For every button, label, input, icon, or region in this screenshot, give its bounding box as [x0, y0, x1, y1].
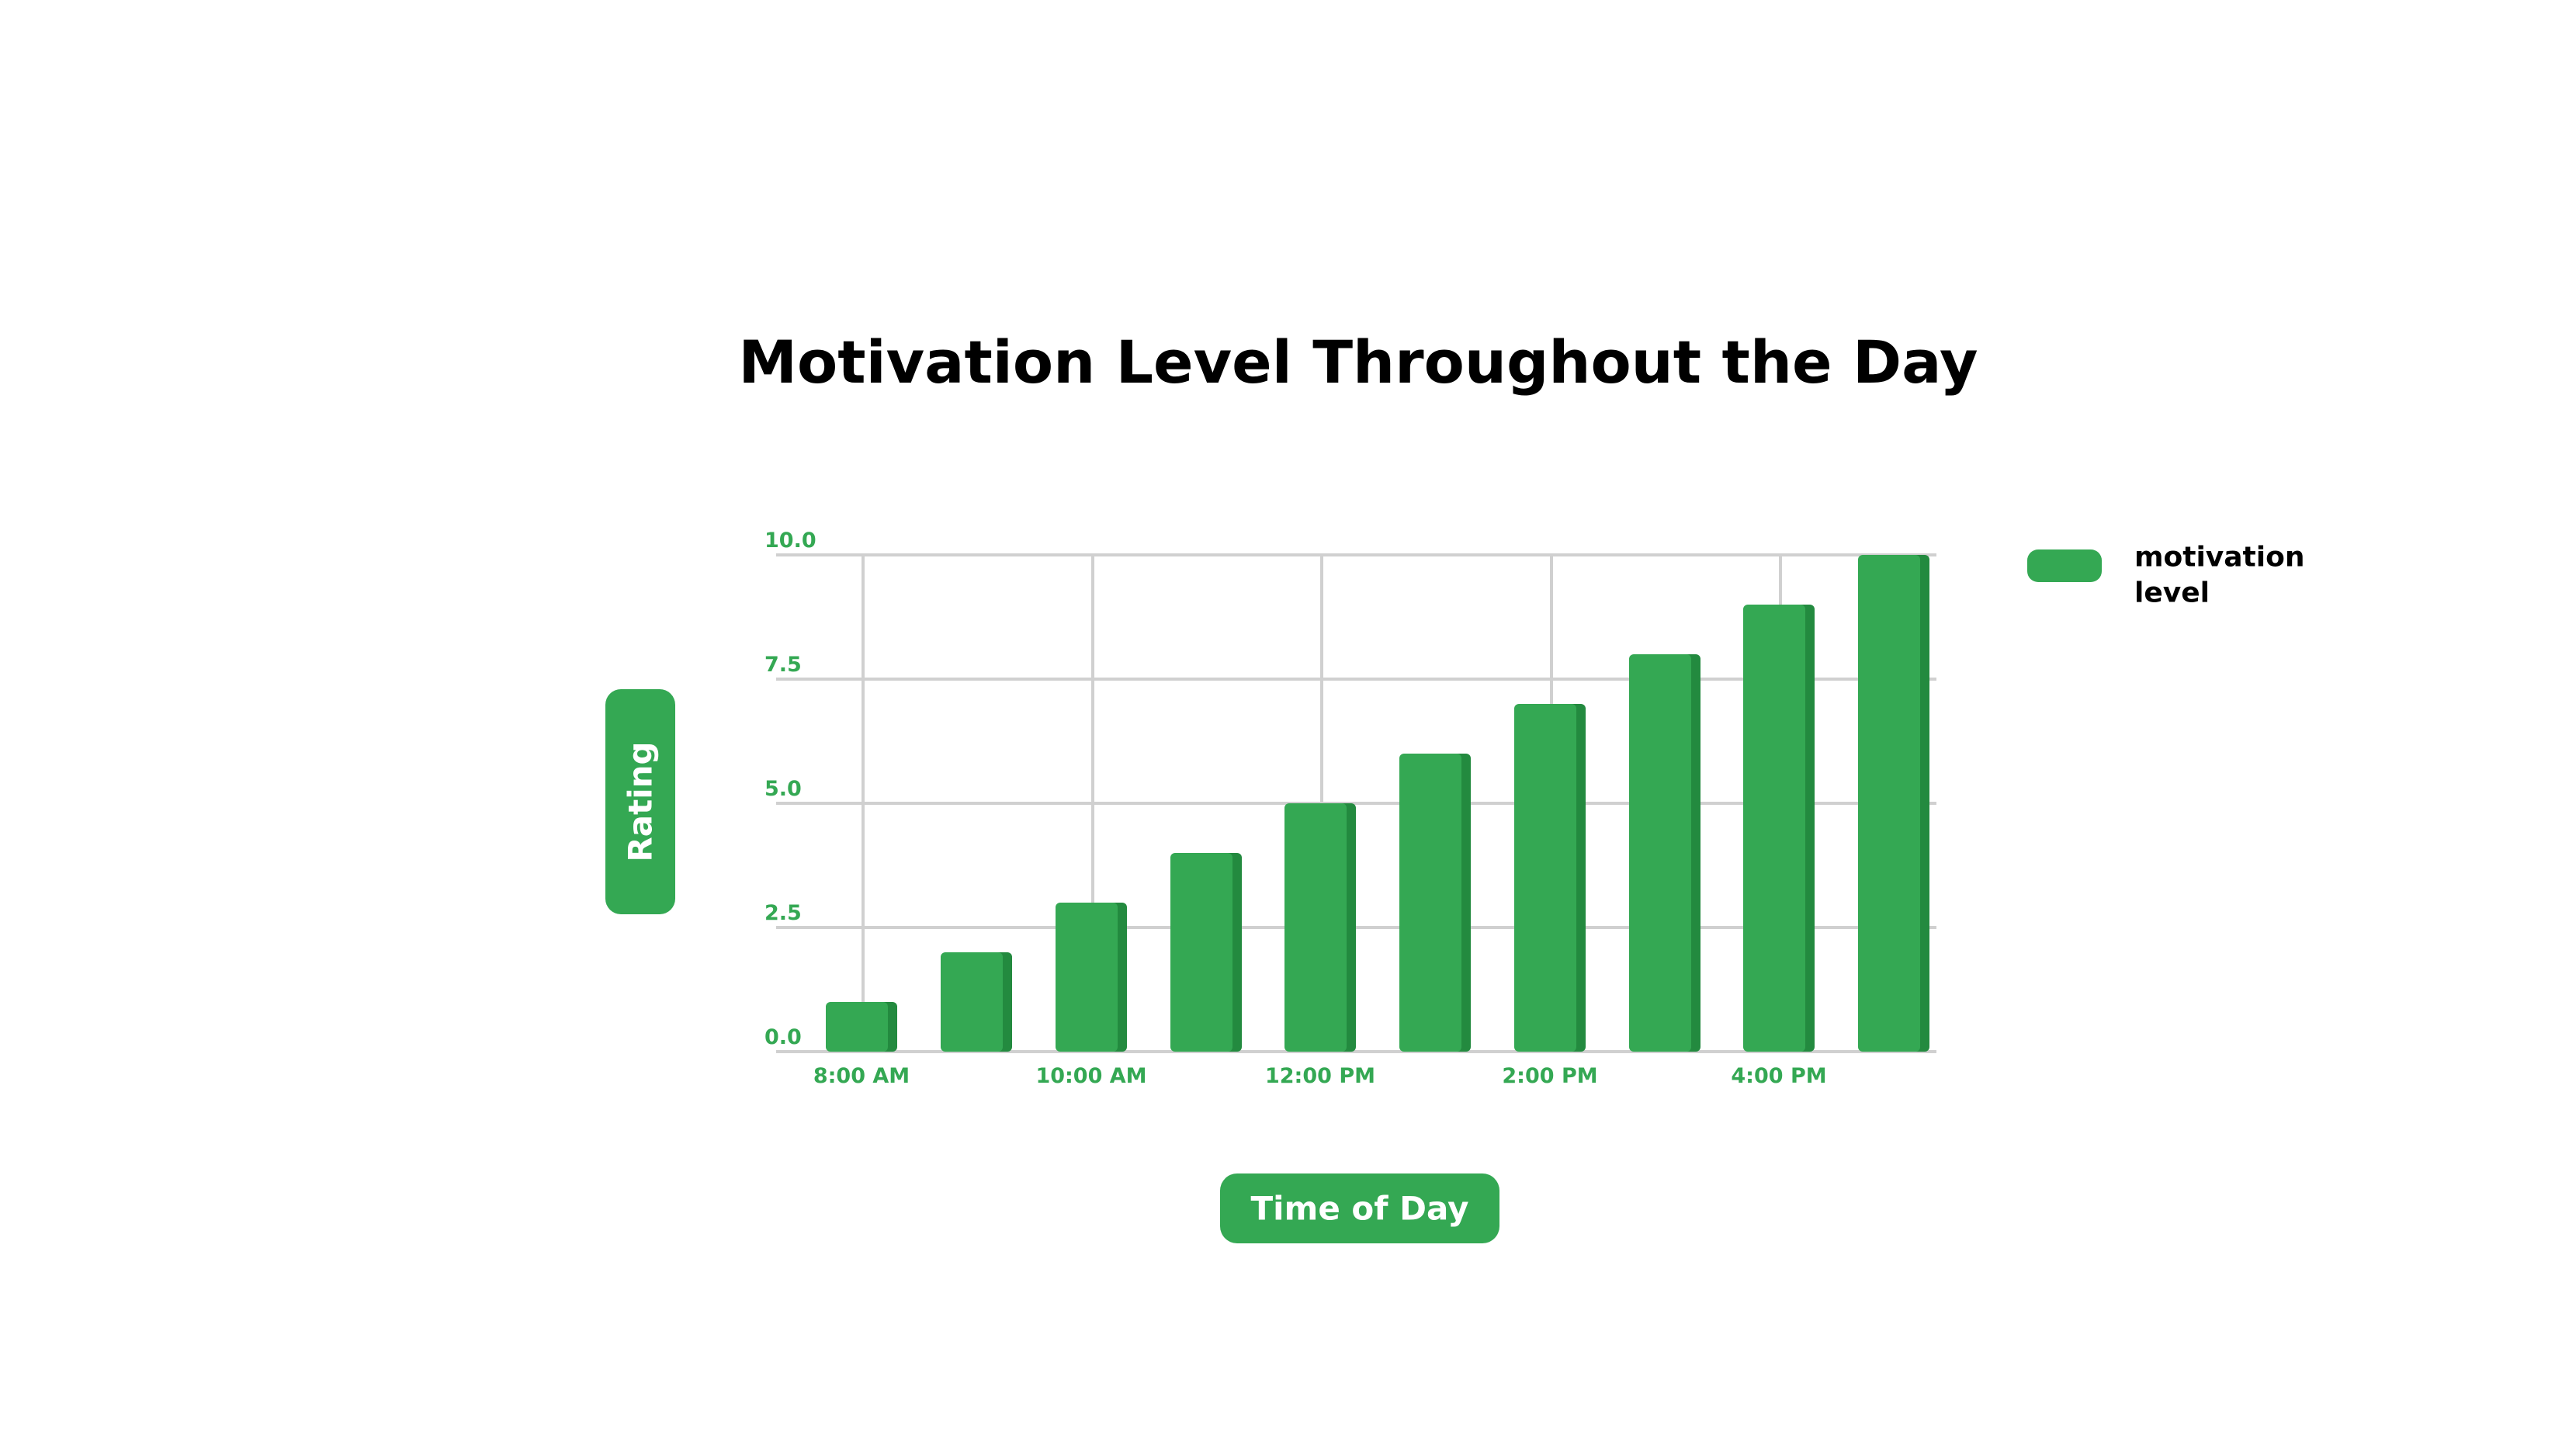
bar-face [1629, 654, 1691, 1052]
bar [1399, 754, 1471, 1052]
y-tick-label: 0.0 [764, 1025, 802, 1049]
legend-swatch [2027, 549, 2102, 582]
bar-face [1170, 853, 1232, 1052]
bar-face [1858, 555, 1920, 1052]
bar-face [941, 952, 1003, 1052]
x-axis-label-pill: Time of Day [1220, 1173, 1499, 1243]
y-axis-label-pill: Rating [605, 689, 675, 914]
bar [826, 1002, 897, 1052]
y-tick-labels: 0.0 2.5 5.0 7.5 10.0 [764, 529, 816, 1049]
x-tick-labels: 8:00 AM 10:00 AM 12:00 PM 2:00 PM 4:00 PM [813, 1064, 1827, 1088]
bar [1056, 903, 1127, 1052]
bar-face [1399, 754, 1461, 1052]
legend: motivation level [2027, 542, 2304, 609]
bar [941, 952, 1012, 1052]
bar [1743, 605, 1815, 1052]
bar [1629, 654, 1700, 1052]
x-tick-label: 4:00 PM [1731, 1064, 1826, 1088]
bar-face [1743, 605, 1805, 1052]
y-tick-label: 2.5 [764, 901, 802, 925]
legend-label-line-1: motivation [2134, 542, 2304, 574]
y-tick-label: 10.0 [764, 529, 816, 553]
bar-face [826, 1002, 888, 1052]
y-tick-label: 7.5 [764, 653, 802, 677]
x-tick-label: 8:00 AM [813, 1064, 910, 1088]
bar-face [1284, 803, 1347, 1052]
y-tick-label: 5.0 [764, 777, 802, 801]
x-tick-label: 12:00 PM [1265, 1064, 1375, 1088]
bar-face [1056, 903, 1118, 1052]
bar [1170, 853, 1242, 1052]
y-axis-label: Rating [622, 741, 660, 861]
chart-title: Motivation Level Throughout the Day [738, 328, 1978, 397]
bar [1514, 704, 1586, 1052]
legend-label-line-2: level [2134, 577, 2210, 609]
bar [1284, 803, 1356, 1052]
x-tick-label: 2:00 PM [1502, 1064, 1597, 1088]
x-axis-label: Time of Day [1251, 1190, 1469, 1228]
bar-series [826, 555, 1929, 1052]
bar-face [1514, 704, 1576, 1052]
x-tick-label: 10:00 AM [1035, 1064, 1146, 1088]
bar [1858, 555, 1929, 1052]
